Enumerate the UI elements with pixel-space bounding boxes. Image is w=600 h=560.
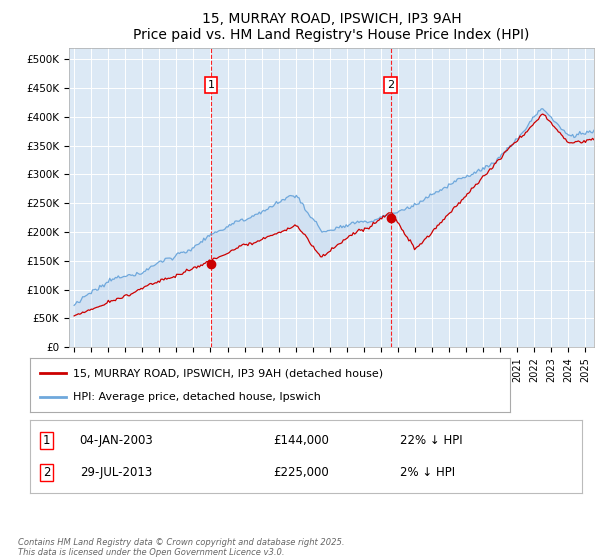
Text: £225,000: £225,000 xyxy=(273,466,329,479)
Text: 2: 2 xyxy=(387,80,394,90)
Text: 1: 1 xyxy=(43,434,50,447)
Title: 15, MURRAY ROAD, IPSWICH, IP3 9AH
Price paid vs. HM Land Registry's House Price : 15, MURRAY ROAD, IPSWICH, IP3 9AH Price … xyxy=(133,12,530,42)
Text: HPI: Average price, detached house, Ipswich: HPI: Average price, detached house, Ipsw… xyxy=(73,391,321,402)
Text: £144,000: £144,000 xyxy=(273,434,329,447)
Text: 22% ↓ HPI: 22% ↓ HPI xyxy=(400,434,463,447)
Text: 2: 2 xyxy=(43,466,50,479)
Text: Contains HM Land Registry data © Crown copyright and database right 2025.
This d: Contains HM Land Registry data © Crown c… xyxy=(18,538,344,557)
Text: 29-JUL-2013: 29-JUL-2013 xyxy=(80,466,152,479)
Text: 2% ↓ HPI: 2% ↓ HPI xyxy=(400,466,455,479)
Text: 15, MURRAY ROAD, IPSWICH, IP3 9AH (detached house): 15, MURRAY ROAD, IPSWICH, IP3 9AH (detac… xyxy=(73,368,383,379)
Text: 04-JAN-2003: 04-JAN-2003 xyxy=(80,434,154,447)
Text: 1: 1 xyxy=(208,80,215,90)
